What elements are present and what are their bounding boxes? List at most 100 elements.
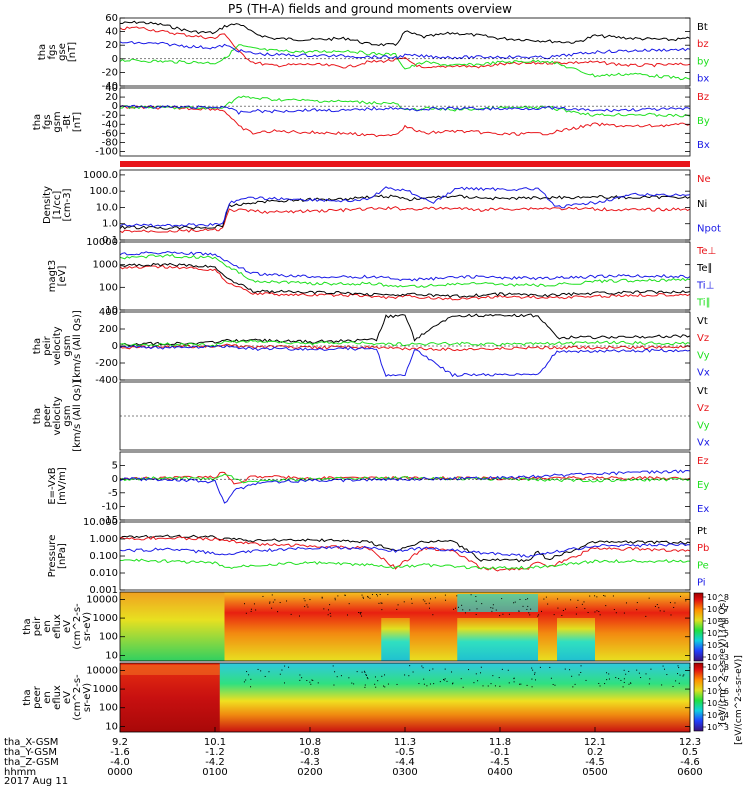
spectrogram-speckle	[432, 668, 434, 670]
spectrogram-speckle	[371, 594, 373, 596]
spectrogram-speckle	[340, 675, 342, 677]
spectrogram-speckle	[662, 665, 664, 667]
spectrogram-speckle	[432, 614, 434, 616]
spectrogram-speckle	[577, 599, 579, 601]
spectrogram-speckle	[362, 596, 364, 598]
figure-title: P5 (TH-A) fields and ground moments over…	[228, 2, 512, 16]
y-label-line: [eV]	[57, 266, 68, 287]
y-label-line: fgs	[42, 114, 53, 129]
spectrogram-speckle	[550, 677, 552, 679]
spectrogram-speckle	[358, 612, 360, 614]
spectrogram-speckle	[304, 606, 306, 608]
spectrogram-speckle	[404, 674, 406, 676]
spectrogram-speckle	[554, 684, 556, 686]
date-label: 2017 Aug 11	[4, 776, 68, 787]
spectrogram-speckle	[250, 678, 252, 680]
spectrogram-speckle	[443, 679, 445, 681]
spectrogram-speckle	[468, 669, 470, 671]
spectrogram-speckle	[283, 682, 285, 684]
spectrogram-speckle	[361, 615, 363, 617]
x-tick-label: 11.8	[489, 737, 511, 748]
panel-pressure	[119, 521, 691, 591]
spectrogram-speckle	[473, 682, 475, 684]
spectrogram-speckle	[307, 606, 309, 608]
y-label-line: gsm	[62, 335, 73, 356]
spectrogram-speckle	[475, 600, 477, 602]
spectrogram-speckle	[571, 675, 573, 677]
y-tick-label: -20	[102, 67, 118, 78]
spectrogram-speckle	[422, 599, 424, 601]
spectrogram-speckle	[387, 683, 389, 685]
spectrogram-peir-en-eflux	[119, 591, 691, 662]
spectrogram-speckle	[250, 608, 252, 610]
spectrogram-speckle	[364, 684, 366, 686]
legend-fgs-gse: Bt bz by bx	[697, 22, 709, 84]
y-label-line: velocity	[52, 396, 63, 435]
spectrogram-speckle	[501, 668, 503, 670]
spectrogram-speckle	[545, 596, 547, 598]
spectrogram-speckle	[640, 677, 642, 679]
spectrogram-speckle	[574, 683, 576, 685]
spectrogram-speckle	[604, 683, 606, 685]
y-tick-label: 0.100	[89, 551, 118, 562]
spectrogram-speckle	[381, 609, 383, 611]
y-tick-label: 10000	[86, 237, 118, 248]
x-tick-label: -1.6	[110, 747, 130, 758]
colorbar-tick-label: 10^5	[707, 699, 729, 708]
spectrogram-speckle	[514, 601, 516, 603]
spectrogram-speckle	[628, 670, 630, 672]
x-tick-label: 0100	[202, 767, 227, 778]
spectrogram-speckle	[344, 594, 346, 596]
spectrogram-speckle	[628, 683, 630, 685]
y-axis-fgs-gse: 60 40 20 0 -20 -40	[102, 13, 690, 92]
spectrogram-speckle	[311, 679, 313, 681]
spectrogram-speckle	[272, 601, 274, 603]
spectrogram-speckle	[491, 610, 493, 612]
y-tick-label: 1000	[93, 260, 118, 271]
spectrogram-speckle	[495, 609, 497, 611]
spectrogram-speckle	[245, 612, 247, 614]
spectrogram-speckle	[248, 674, 250, 676]
spectrogram-speckle	[623, 678, 625, 680]
spectrogram-speckle	[578, 674, 580, 676]
colorbar-tick-label: 10^4	[707, 641, 729, 650]
colorbar-unit-label: [eV/(cm^2-s-sr-eV)] (All Qs)	[718, 599, 728, 724]
series-line-bz	[120, 26, 690, 69]
spectrogram-speckle	[351, 682, 353, 684]
series-line-Bt	[120, 20, 690, 47]
spectrogram-speckle	[360, 613, 362, 615]
spectrogram-early-segment	[120, 592, 225, 661]
series-line-Ex	[120, 469, 690, 504]
spectrogram-speckle	[271, 607, 273, 609]
x-tick-label: 0000	[107, 767, 132, 778]
y-label-peer-velocity: tha peer velocity gsm [km/s (All Qs)]	[32, 380, 83, 452]
spectrogram-speckle	[421, 665, 423, 667]
series-line-Pb	[120, 535, 690, 572]
x-tick-label: -4.3	[300, 757, 320, 768]
y-axis-peir-velocity: 400 200 0 -200 -400	[95, 307, 690, 386]
spectrogram-speckle	[565, 608, 567, 610]
spectrogram-speckle	[367, 596, 369, 598]
legend-entry: Npot	[697, 224, 721, 235]
spectrogram-speckle	[475, 613, 477, 615]
spectrogram-speckle	[562, 610, 564, 612]
spectrogram-speckle	[458, 606, 460, 608]
spectrogram-speckle	[527, 598, 529, 600]
spectrogram-speckle	[599, 614, 601, 616]
spectrogram-speckle	[250, 610, 252, 612]
legend-peer-velocity: Vt Vz Vy Vx	[697, 386, 710, 448]
spectrogram-speckle	[623, 669, 625, 671]
spectrogram-speckle	[260, 670, 262, 672]
spectrogram-speckle	[532, 669, 534, 671]
spectrogram-speckle	[615, 677, 617, 679]
spectrogram-speckle	[507, 669, 509, 671]
spectrogram-speckle	[518, 610, 520, 612]
spectrogram-speckle	[490, 607, 492, 609]
legend-entry: Vz	[697, 403, 709, 414]
spectrogram-speckle	[543, 598, 545, 600]
spectrogram-speckle	[636, 669, 638, 671]
spectrogram-speckle	[369, 597, 371, 599]
spectrogram-speckle	[526, 684, 528, 686]
spectrogram-speckle	[353, 683, 355, 685]
